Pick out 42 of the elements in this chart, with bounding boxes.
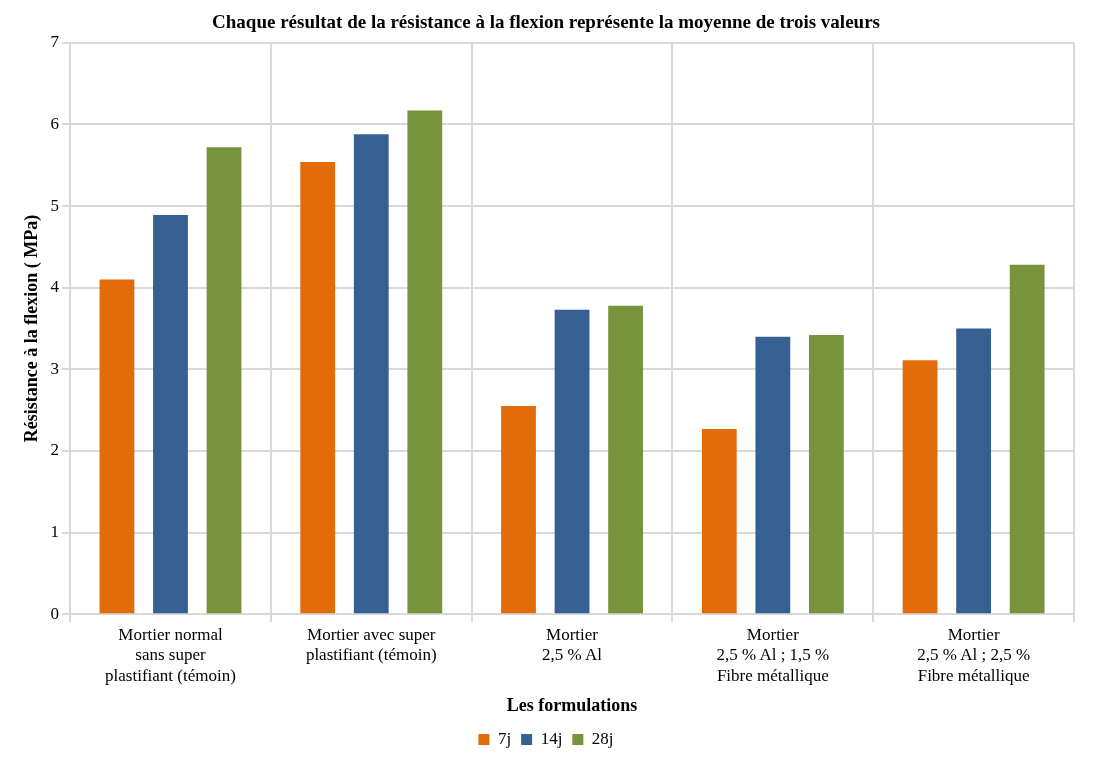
y-tick-label: 3 xyxy=(50,358,60,378)
category-label: 2,5 % Al xyxy=(542,645,603,665)
x-axis-title: Les formulations xyxy=(506,694,638,715)
bar xyxy=(701,428,737,614)
category-label: Fibre métallique xyxy=(917,665,1030,685)
category-label: 2,5 % Al ; 2,5 % xyxy=(917,645,1031,665)
legend-label: 7j xyxy=(497,728,512,748)
bar xyxy=(206,147,242,614)
y-tick-label: 2 xyxy=(50,440,60,460)
category-label: plastifiant (témoin) xyxy=(305,645,437,665)
category-label: Fibre métallique xyxy=(716,665,829,685)
category-label: Mortier xyxy=(546,624,599,644)
category-label: Mortier normal xyxy=(118,624,223,644)
bar xyxy=(956,328,992,614)
bar xyxy=(554,309,590,614)
y-axis-title: Résistance à la flexion ( MPa) xyxy=(21,214,43,443)
category-label: Mortier xyxy=(746,624,799,644)
bar xyxy=(808,335,844,614)
bar xyxy=(407,110,443,614)
y-tick-label: 0 xyxy=(50,603,60,623)
y-tick-label: 1 xyxy=(50,522,60,542)
bar xyxy=(755,336,791,614)
bar xyxy=(501,406,536,614)
legend-label: 28j xyxy=(591,728,614,748)
bar xyxy=(608,305,643,614)
bar xyxy=(300,161,336,614)
legend-label: 14j xyxy=(540,728,563,748)
y-tick-label: 6 xyxy=(50,113,60,133)
y-tick-label: 5 xyxy=(50,195,60,215)
chart-title: Chaque résultat de la résistance à la flexion représente la moyenne de trois valeurs xyxy=(212,11,880,33)
category-label: Mortier avec super xyxy=(307,624,436,644)
y-tick-label: 7 xyxy=(50,32,60,52)
bar xyxy=(1009,264,1045,614)
category-label: plastifiant (témoin) xyxy=(105,665,236,685)
bar xyxy=(353,134,389,614)
category-label: sans super xyxy=(135,645,206,665)
bar xyxy=(99,279,135,614)
y-tick-label: 4 xyxy=(50,277,60,297)
bar xyxy=(153,215,188,614)
bar xyxy=(902,360,938,614)
category-label: Mortier xyxy=(947,624,1000,644)
category-label: 2,5 % Al ; 1,5 % xyxy=(716,645,830,665)
